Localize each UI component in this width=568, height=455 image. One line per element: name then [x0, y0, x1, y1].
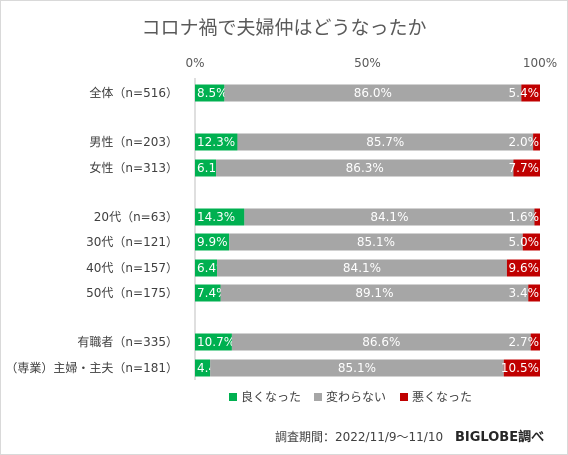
bar-segment [244, 208, 535, 226]
bar-segment [195, 233, 230, 251]
x-tick-label: 100% [523, 56, 557, 70]
data-label: 10.7% [197, 335, 235, 349]
legend-label: 良くなった [241, 389, 301, 404]
legend-swatch [400, 393, 408, 401]
legend-swatch [229, 393, 237, 401]
bar-segment [220, 284, 529, 302]
data-label: 7.4% [197, 286, 228, 300]
x-axis-ticks: 0% 50% 100% [185, 56, 557, 70]
bar-segment [503, 359, 540, 377]
data-label: 14.3% [197, 210, 235, 224]
data-label: 8.5% [197, 86, 228, 100]
data-label: 5.0% [509, 235, 540, 249]
bar-segment [217, 259, 507, 277]
data-label: 86.3% [346, 161, 384, 175]
bar-segment [195, 259, 218, 277]
source-credit: BIGLOBE調べ [455, 429, 544, 445]
data-label: 10.5% [501, 361, 539, 375]
category-label: 女性（n=313） [89, 160, 178, 175]
bar-segment [229, 233, 523, 251]
bar-segment [216, 159, 514, 177]
bar-segment [534, 208, 540, 226]
data-label: 5.4% [509, 86, 540, 100]
bars-group: 8.5% 86.0% 5.4%12.3% 85.7% 2.0%6.1% 86.3% 7.7%… [195, 84, 540, 377]
x-tick-label: 0% [185, 56, 204, 70]
chart-title: コロナ禍で夫婦仲はどうなったか [141, 17, 426, 39]
data-label: 85.7% [366, 135, 404, 149]
bar-segment [528, 284, 540, 302]
legend-label: 悪くなった [412, 390, 472, 404]
bar-segment [195, 133, 238, 151]
data-label: 84.1% [343, 261, 381, 275]
data-label: 1.6% [509, 210, 540, 224]
category-label: 30代（n=121） [86, 235, 178, 249]
bar-segment [195, 333, 232, 351]
legend: 良くなった 変わらない 悪くなった [229, 389, 472, 404]
bar-segment [521, 84, 540, 102]
bar-segment [195, 159, 217, 177]
bar-segment [506, 259, 540, 277]
category-label: 全体（n=516） [89, 85, 178, 100]
data-label: 89.1% [355, 286, 393, 300]
bar-segment [237, 133, 534, 151]
data-label: 85.1% [357, 235, 395, 249]
x-tick-label: 50% [354, 56, 381, 70]
category-labels: 全体（n=516） 男性（n=203） 女性（n=313） 20代（n=63） 30代（… [5, 85, 178, 375]
legend-label: 変わらない [326, 389, 386, 404]
data-label: 85.1% [338, 361, 376, 375]
data-label: 2.0% [509, 135, 540, 149]
bar-segment [210, 359, 504, 377]
bar-segment [522, 233, 540, 251]
bar-segment [530, 333, 540, 351]
category-label: 男性（n=203） [89, 135, 178, 149]
data-label: 86.6% [362, 335, 400, 349]
bar-segment [513, 159, 540, 177]
bar-segment [195, 359, 211, 377]
category-label: 20代（n=63） [94, 210, 178, 224]
category-label: 有職者（n=335） [77, 335, 178, 349]
bar-segment [195, 208, 245, 226]
data-label: 3.4% [509, 286, 540, 300]
bar-segment [224, 84, 522, 102]
data-label: 86.0% [354, 86, 392, 100]
legend-swatch [314, 393, 322, 401]
data-label: 84.1% [370, 210, 408, 224]
data-label: 9.9% [197, 235, 228, 249]
bar-segment [231, 333, 531, 351]
data-label: 12.3% [197, 135, 235, 149]
bar-segment [533, 133, 540, 151]
data-label: 2.7% [509, 335, 540, 349]
category-label: 50代（n=175） [86, 286, 178, 300]
category-label: （専業）主婦・主夫（n=181） [5, 360, 178, 375]
category-label: 40代（n=157） [86, 261, 178, 275]
survey-period: 調査期間：2022/11/9〜11/10 [275, 430, 443, 444]
data-label: 7.7% [509, 161, 540, 175]
bar-segment [195, 84, 225, 102]
bar-segment [195, 284, 221, 302]
data-label: 9.6% [509, 261, 540, 275]
